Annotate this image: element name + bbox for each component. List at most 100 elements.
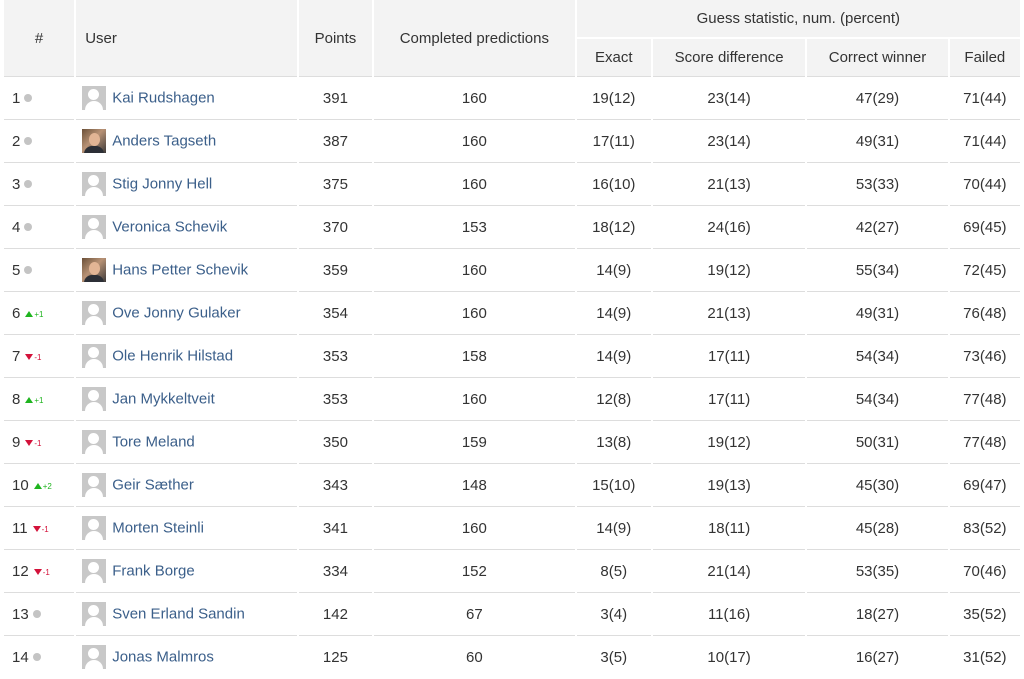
score-difference-cell: 11(16): [652, 592, 806, 635]
rank-number: 13: [12, 605, 29, 623]
exact-cell: 12(8): [576, 377, 651, 420]
completed-predictions-cell: 160: [374, 377, 575, 420]
correct-winner-cell: 55(34): [807, 248, 948, 291]
rank-number: 8: [12, 390, 21, 408]
correct-winner-cell: 42(27): [807, 205, 948, 248]
default-avatar-icon[interactable]: [82, 387, 107, 411]
correct-winner-cell: 47(29): [807, 76, 948, 119]
completed-predictions-cell: 160: [374, 506, 575, 549]
points-cell: 341: [298, 506, 373, 549]
score-difference-column-header[interactable]: Score difference: [652, 37, 806, 76]
correct-winner-cell: 54(34): [807, 334, 948, 377]
exact-column-header[interactable]: Exact: [576, 37, 651, 76]
rank-unchanged-dot-icon: [24, 265, 33, 274]
default-avatar-icon[interactable]: [82, 172, 107, 196]
completed-predictions-cell: 158: [374, 334, 575, 377]
rank-cell: 7 -1: [4, 334, 75, 377]
user-link[interactable]: Stig Jonny Hell: [112, 175, 213, 193]
user-cell: Veronica Schevik: [76, 205, 297, 248]
user-column-header[interactable]: User: [76, 0, 297, 76]
user-link[interactable]: Jan Mykkeltveit: [112, 390, 215, 408]
points-cell: 353: [298, 377, 373, 420]
exact-cell: 3(4): [576, 592, 651, 635]
rank-unchanged-dot-icon: [32, 609, 41, 618]
table-row: 8 +1 Jan Mykkeltveit 353 160 12(8) 17(11) 54(34…: [4, 377, 1020, 420]
rank-number: 4: [12, 218, 21, 236]
default-avatar-icon[interactable]: [82, 86, 107, 110]
exact-cell: 3(5): [576, 635, 651, 678]
rank-number: 6: [12, 304, 21, 322]
user-link[interactable]: Sven Erland Sandin: [112, 605, 245, 623]
failed-cell: 72(45): [949, 248, 1020, 291]
table-row: 4 Veronica Schevik 370 153 18(12) 24(16) 42(27…: [4, 205, 1020, 248]
correct-winner-cell: 50(31): [807, 420, 948, 463]
rank-cell: 8 +1: [4, 377, 75, 420]
correct-winner-column-header[interactable]: Correct winner: [807, 37, 948, 76]
rank-down-arrow-icon: [25, 353, 34, 360]
table-row: 1 Kai Rudshagen 391 160 19(12) 23(14) 47(29) 71…: [4, 76, 1020, 119]
score-difference-cell: 21(13): [652, 291, 806, 334]
user-cell: Geir Sæther: [76, 463, 297, 506]
user-link[interactable]: Morten Steinli: [112, 519, 204, 537]
score-difference-cell: 24(16): [652, 205, 806, 248]
default-avatar-icon[interactable]: [82, 344, 107, 368]
completed-predictions-cell: 160: [374, 119, 575, 162]
correct-winner-cell: 18(27): [807, 592, 948, 635]
default-avatar-icon[interactable]: [82, 430, 107, 454]
default-avatar-icon[interactable]: [82, 559, 107, 583]
rank-cell: 9 -1: [4, 420, 75, 463]
default-avatar-icon[interactable]: [82, 301, 107, 325]
user-link[interactable]: Veronica Schevik: [112, 218, 228, 236]
points-cell: 125: [298, 635, 373, 678]
user-link[interactable]: Hans Petter Schevik: [112, 261, 249, 279]
rank-number: 2: [12, 132, 21, 150]
points-column-header[interactable]: Points: [298, 0, 373, 76]
rank-number: 9: [12, 433, 21, 451]
exact-cell: 14(9): [576, 506, 651, 549]
user-link[interactable]: Kai Rudshagen: [112, 89, 215, 107]
points-cell: 375: [298, 162, 373, 205]
table-row: 14 Jonas Malmros 125 60 3(5) 10(17) 16(27) 31(5…: [4, 635, 1020, 678]
user-link[interactable]: Anders Tagseth: [112, 132, 217, 150]
score-difference-cell: 23(14): [652, 76, 806, 119]
table-row: 12 -1 Frank Borge 334 152 8(5) 21(14) 53(35) 70(…: [4, 549, 1020, 592]
user-link[interactable]: Geir Sæther: [112, 476, 194, 494]
score-difference-cell: 10(17): [652, 635, 806, 678]
user-link[interactable]: Ole Henrik Hilstad: [112, 347, 234, 365]
score-difference-cell: 19(13): [652, 463, 806, 506]
user-link[interactable]: Tore Meland: [112, 433, 195, 451]
rank-unchanged-dot-icon: [24, 136, 33, 145]
completed-predictions-column-header[interactable]: Completed predictions: [374, 0, 575, 76]
default-avatar-icon[interactable]: [82, 602, 107, 626]
failed-cell: 71(44): [949, 119, 1020, 162]
user-link[interactable]: Ove Jonny Gulaker: [112, 304, 241, 322]
user-link[interactable]: Frank Borge: [112, 562, 195, 580]
user-avatar[interactable]: [82, 258, 107, 282]
completed-predictions-cell: 159: [374, 420, 575, 463]
rank-cell: 11 -1: [4, 506, 75, 549]
rank-number: 12: [12, 562, 29, 580]
rank-column-header[interactable]: #: [4, 0, 75, 76]
points-cell: 359: [298, 248, 373, 291]
user-cell: Kai Rudshagen: [76, 76, 297, 119]
default-avatar-icon[interactable]: [82, 215, 107, 239]
completed-predictions-cell: 148: [374, 463, 575, 506]
correct-winner-cell: 49(31): [807, 291, 948, 334]
completed-predictions-cell: 67: [374, 592, 575, 635]
completed-predictions-cell: 60: [374, 635, 575, 678]
default-avatar-icon[interactable]: [82, 516, 107, 540]
rank-cell: 14: [4, 635, 75, 678]
default-avatar-icon[interactable]: [82, 645, 107, 669]
default-avatar-icon[interactable]: [82, 473, 107, 497]
score-difference-cell: 21(13): [652, 162, 806, 205]
rank-number: 3: [12, 175, 21, 193]
failed-column-header[interactable]: Failed: [949, 37, 1020, 76]
rank-change: -1: [34, 352, 42, 362]
points-cell: 370: [298, 205, 373, 248]
correct-winner-cell: 53(33): [807, 162, 948, 205]
correct-winner-cell: 54(34): [807, 377, 948, 420]
user-avatar[interactable]: [82, 129, 107, 153]
rank-cell: 1: [4, 76, 75, 119]
user-link[interactable]: Jonas Malmros: [112, 648, 214, 666]
